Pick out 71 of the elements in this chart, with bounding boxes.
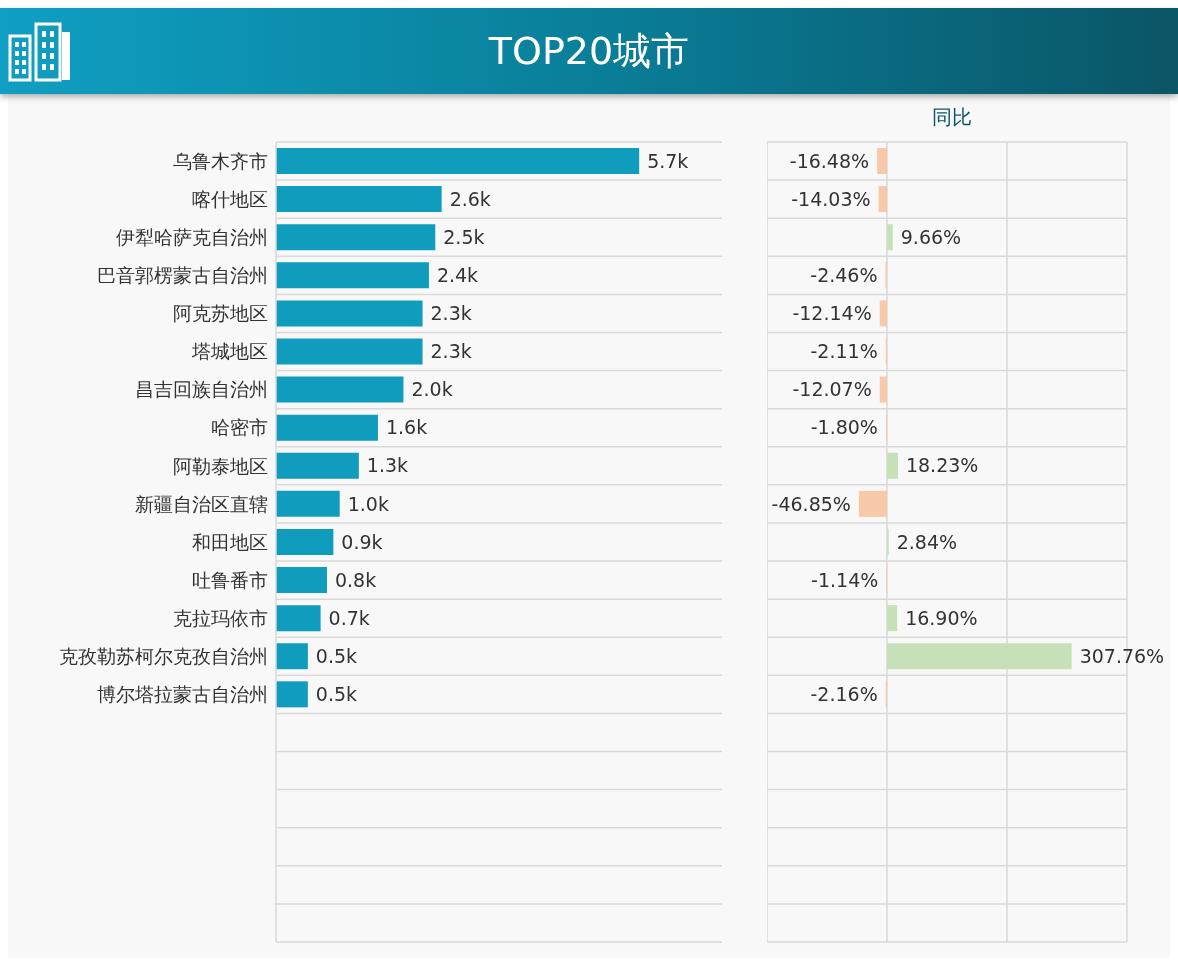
- y-tick-label: 哈密市: [211, 416, 268, 439]
- data-label: -16.48%: [789, 149, 870, 172]
- y-tick-label: 乌鲁木齐市: [173, 149, 268, 172]
- bar: [276, 605, 321, 632]
- y-tick-label: 和田地区: [192, 530, 268, 553]
- y-tick-label: 克拉玛依市: [173, 606, 268, 629]
- bar: [276, 148, 640, 174]
- data-label: 1.3k: [366, 454, 409, 477]
- data-label: 2.5k: [443, 225, 485, 248]
- bar: [879, 300, 887, 327]
- data-label: 0.7k: [328, 606, 370, 629]
- y-tick-label: 伊犁哈萨克自治州: [116, 225, 268, 248]
- y-tick-label: 塔城地区: [191, 340, 268, 363]
- bar: [276, 224, 436, 251]
- data-label: 1.6k: [385, 416, 428, 439]
- data-label: -1.14%: [811, 568, 879, 591]
- data-label: -2.46%: [810, 263, 878, 286]
- data-label: 1.0k: [347, 492, 389, 515]
- y-tick-label: 巴音郭楞蒙古自治州: [97, 264, 268, 287]
- chart-title: 同比: [931, 104, 973, 131]
- data-label: -2.11%: [810, 340, 878, 363]
- bar: [276, 186, 442, 213]
- data-label: 18.23%: [905, 454, 979, 477]
- y-tick-label: 阿克苏地区: [173, 302, 268, 325]
- chart-title: TOP20城市: [487, 28, 691, 75]
- data-label: 0.5k: [315, 682, 358, 705]
- data-label: 2.3k: [430, 302, 472, 325]
- bar: [858, 490, 887, 517]
- data-label: 307.76%: [1079, 644, 1165, 667]
- bar: [887, 605, 898, 632]
- bar: [276, 376, 404, 403]
- data-label: 5.7k: [647, 149, 689, 172]
- bar: [887, 224, 893, 251]
- bar: [276, 681, 308, 708]
- bar: [276, 300, 423, 327]
- bar: [276, 490, 340, 517]
- data-label: 2.0k: [411, 378, 453, 401]
- data-label: -2.16%: [810, 682, 878, 705]
- data-label: 2.84%: [896, 530, 958, 553]
- bar: [276, 338, 423, 365]
- data-label: 2.6k: [449, 187, 491, 210]
- y-tick-label: 阿勒泰地区: [173, 454, 268, 477]
- bar: [276, 528, 334, 555]
- bar: [879, 376, 887, 403]
- data-label: -1.80%: [810, 416, 878, 439]
- y-tick-label: 吐鲁番市: [192, 568, 268, 591]
- data-label: 0.9k: [341, 530, 383, 553]
- bar: [276, 452, 359, 479]
- data-label: 2.3k: [430, 340, 472, 363]
- data-label: -46.85%: [771, 492, 851, 515]
- data-label: -12.14%: [792, 302, 872, 325]
- bar: [276, 414, 378, 441]
- bar: [276, 567, 327, 594]
- bar: [276, 262, 429, 289]
- data-label: 9.66%: [900, 225, 962, 248]
- y-tick-label: 克孜勒苏柯尔克孜自治州: [59, 645, 268, 668]
- y-tick-label: 喀什地区: [192, 187, 268, 210]
- data-label: 0.5k: [315, 644, 358, 667]
- bar: [887, 643, 1072, 670]
- bar: [878, 186, 887, 213]
- bar: [887, 452, 898, 479]
- y-tick-label: 昌吉回族自治州: [135, 378, 268, 401]
- data-label: -14.03%: [791, 187, 871, 210]
- bar: [276, 643, 308, 670]
- data-label: 2.4k: [436, 263, 479, 286]
- data-label: -12.07%: [792, 378, 872, 401]
- y-tick-label: 新疆自治区直辖: [135, 492, 268, 515]
- data-label: 16.90%: [905, 606, 978, 629]
- y-tick-label: 博尔塔拉蒙古自治州: [97, 683, 268, 706]
- bar: [877, 148, 887, 174]
- data-label: 0.8k: [334, 568, 377, 591]
